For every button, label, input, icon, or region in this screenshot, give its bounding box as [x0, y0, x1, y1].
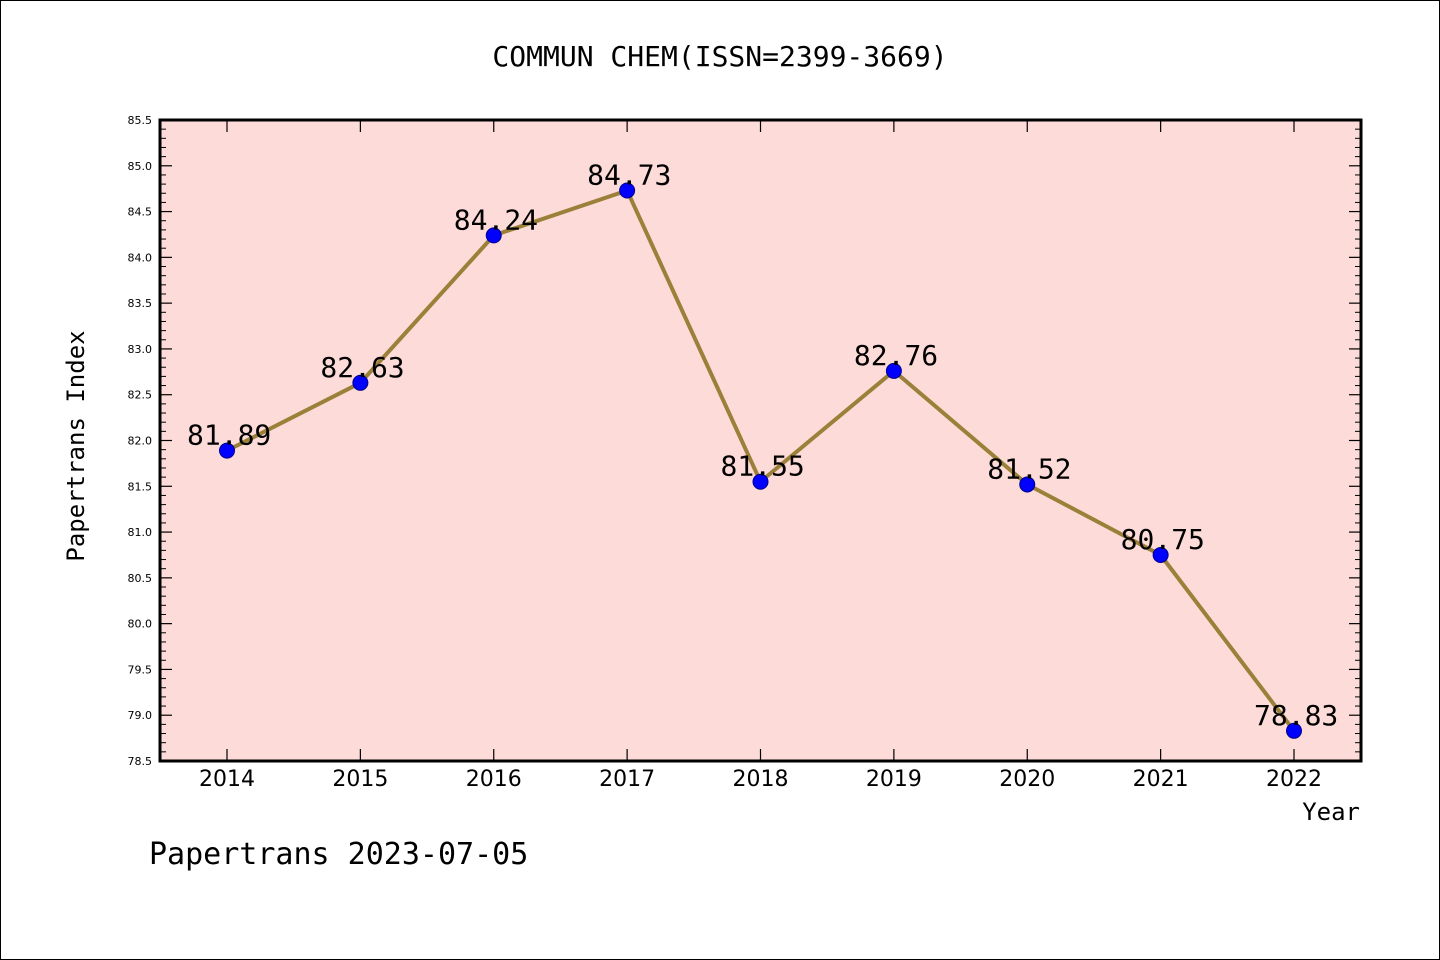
x-tick-label: 2017 — [599, 767, 655, 792]
data-point — [485, 227, 502, 244]
y-tick-label: 79.0 — [128, 709, 153, 722]
data-point — [1286, 722, 1302, 739]
data-label: 81.89 — [187, 419, 271, 452]
data-point — [1152, 546, 1169, 563]
data-labels: 81.89 82.63 84.24 84.73 81.55 82.76 81.52 80.75… — [187, 159, 1338, 732]
y-tick-label: 83.5 — [128, 297, 153, 310]
y-tick-label: 83.0 — [128, 343, 153, 356]
data-point — [752, 473, 769, 490]
data-points — [219, 182, 1302, 739]
y-tick-label: 81.5 — [128, 480, 153, 493]
y-axis: 78.5 79.0 79.5 80.0 80.5 81.0 81.5 82.0 82.5 83.0… — [128, 114, 1361, 768]
chart-title: COMMUN CHEM(ISSN=2399-3669) — [492, 40, 947, 73]
x-axis-label: Year — [1302, 798, 1360, 826]
x-axis: 2014 2015 2016 2017 2018 2019 2020 2021 2022 — [199, 120, 1322, 792]
y-tick-label: 84.0 — [128, 251, 153, 264]
y-tick-label: 80.5 — [128, 572, 153, 585]
data-point — [352, 374, 369, 391]
data-label: 84.24 — [454, 203, 538, 236]
x-tick-label: 2021 — [1133, 767, 1189, 792]
x-tick-label: 2015 — [332, 767, 388, 792]
x-tick-label: 2018 — [733, 767, 789, 792]
y-tick-label: 84.5 — [128, 206, 153, 219]
data-point — [219, 442, 235, 459]
plot-area — [158, 118, 1363, 763]
data-label: 78.83 — [1254, 699, 1338, 732]
y-tick-label: 82.0 — [128, 435, 153, 448]
y-tick-label: 81.0 — [128, 526, 153, 539]
y-tick-label: 79.5 — [128, 663, 153, 676]
x-tick-label: 2016 — [466, 767, 522, 792]
data-label: 84.73 — [587, 159, 671, 192]
y-tick-label: 85.0 — [128, 160, 153, 173]
y-axis-label: Papertrans Index — [62, 330, 90, 561]
data-label: 82.76 — [854, 339, 938, 372]
data-label: 82.63 — [320, 351, 404, 384]
x-tick-label: 2022 — [1266, 767, 1322, 792]
y-tick-label: 78.5 — [128, 755, 153, 768]
y-tick-label: 82.5 — [128, 389, 153, 402]
y-tick-label: 80.0 — [128, 618, 153, 631]
y-tick-label: 85.5 — [128, 114, 153, 127]
x-tick-label: 2014 — [199, 767, 255, 792]
x-tick-label: 2019 — [866, 767, 922, 792]
x-tick-label: 2020 — [999, 767, 1055, 792]
data-label: 81.55 — [721, 450, 805, 483]
data-point — [1019, 476, 1036, 493]
data-point — [885, 362, 902, 379]
data-label: 81.52 — [987, 452, 1071, 485]
footer-text: Papertrans 2023-07-05 — [149, 837, 528, 872]
data-label: 80.75 — [1121, 523, 1205, 556]
data-point — [619, 182, 636, 199]
